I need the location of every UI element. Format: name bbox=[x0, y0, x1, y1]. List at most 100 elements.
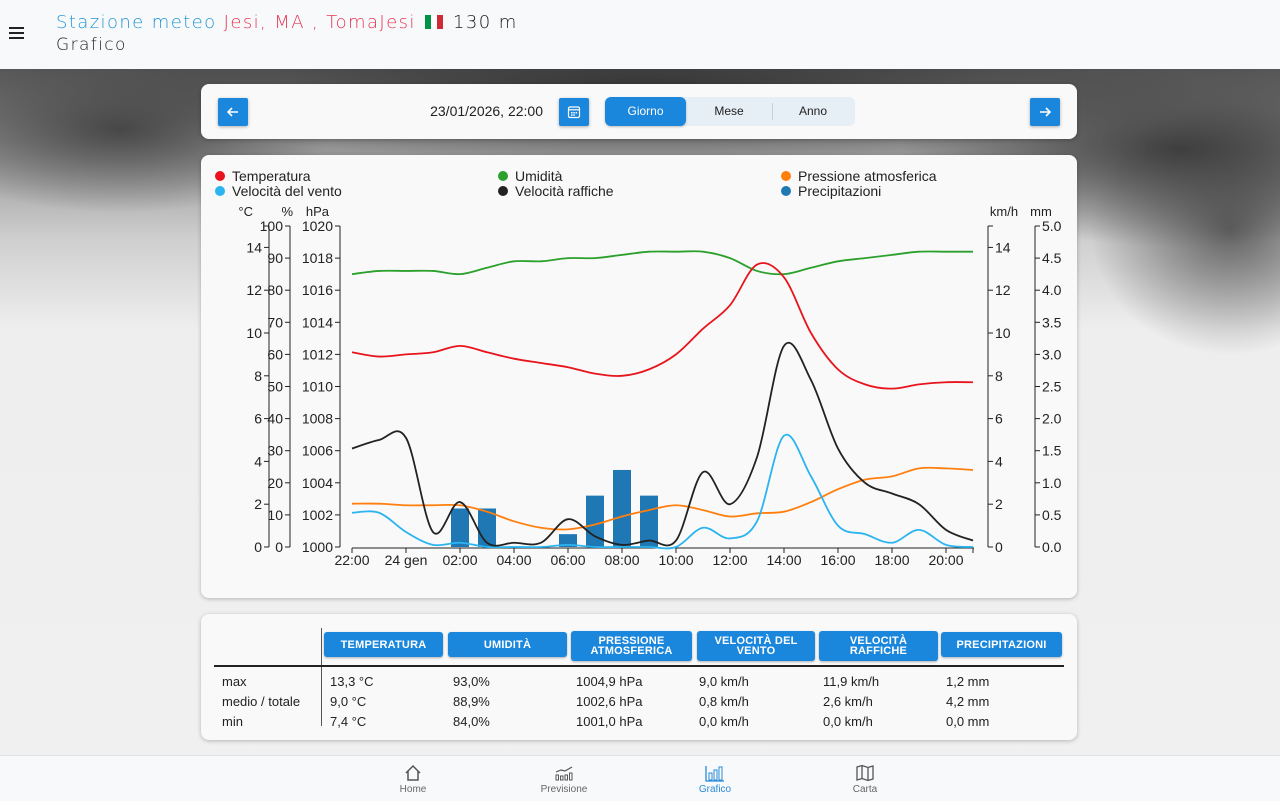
x-tick-label: 14:00 bbox=[766, 552, 801, 568]
legend-dot bbox=[215, 171, 225, 181]
nav-label: Previsione bbox=[540, 784, 588, 795]
precipitation-bar bbox=[559, 534, 577, 547]
legend-dot bbox=[498, 186, 508, 196]
row-label: medio / totale bbox=[222, 694, 301, 709]
calendar-button[interactable] bbox=[559, 98, 589, 126]
selected-date: 23/01/2026, 22:00 bbox=[430, 103, 543, 119]
temperature-tick-label: 0 bbox=[254, 539, 262, 555]
humidity-tick-label: 0 bbox=[275, 539, 283, 555]
page-title: Grafico bbox=[56, 35, 127, 55]
nav-map[interactable]: Carta bbox=[825, 764, 905, 795]
nav-home[interactable]: Home bbox=[373, 764, 453, 795]
column-header-humidity[interactable]: UMIDITÀ bbox=[448, 632, 567, 657]
column-header-wind-speed[interactable]: VELOCITÀ DEL VENTO bbox=[697, 631, 815, 661]
row-label: max bbox=[222, 674, 247, 689]
legend-dot bbox=[781, 171, 791, 181]
previous-period-button[interactable] bbox=[218, 98, 248, 126]
x-tick-label: 12:00 bbox=[712, 552, 747, 568]
x-tick-label: 10:00 bbox=[658, 552, 693, 568]
italy-flag-icon bbox=[424, 13, 444, 29]
legend-label: Pressione atmosferica bbox=[798, 168, 937, 184]
humidity-tick-label: 30 bbox=[267, 443, 283, 459]
gust-speed-line bbox=[351, 342, 974, 547]
legend-dot bbox=[215, 186, 225, 196]
humidity-line bbox=[351, 250, 973, 276]
x-tick-label: 24 gen bbox=[385, 552, 428, 568]
stat-value: 0,0 mm bbox=[946, 714, 990, 729]
humidity-tick-label: 90 bbox=[267, 250, 283, 266]
arrow-left-icon bbox=[226, 107, 238, 117]
pressure-tick-label: 1006 bbox=[302, 443, 333, 459]
header-separator bbox=[214, 665, 1064, 667]
wind-unit-label: km/h bbox=[990, 204, 1018, 219]
legend-temperature[interactable]: Temperatura bbox=[215, 168, 311, 184]
humidity-tick-label: 10 bbox=[267, 507, 283, 523]
temperature-tick-label: 4 bbox=[254, 453, 262, 469]
hamburger-menu-icon[interactable] bbox=[9, 27, 24, 39]
stat-value: 84,0% bbox=[453, 714, 490, 729]
stat-value: 1,2 mm bbox=[946, 674, 990, 689]
period-year-tab[interactable]: Anno bbox=[798, 104, 828, 118]
pressure-tick-label: 1004 bbox=[302, 475, 333, 491]
legend-label: Umidità bbox=[515, 168, 563, 184]
nav-label: Home bbox=[399, 784, 427, 795]
statistics-card: TEMPERATURA UMIDITÀ PRESSIONE ATMOSFERIC… bbox=[201, 614, 1077, 740]
precip-tick-label: 3.0 bbox=[1042, 346, 1062, 362]
humidity-tick-label: 70 bbox=[267, 314, 283, 330]
temperature-unit-label: °C bbox=[238, 204, 253, 219]
x-tick-label: 04:00 bbox=[496, 552, 531, 568]
precip-tick-label: 5.0 bbox=[1042, 218, 1062, 234]
humidity-tick-label: 20 bbox=[267, 475, 283, 491]
period-month-tab[interactable]: Mese bbox=[714, 104, 744, 118]
weather-chart: °C02468101214%0102030405060708090100hPa1… bbox=[238, 204, 1062, 568]
legend-label: Temperatura bbox=[232, 168, 311, 184]
station-location: Jesi, MA , TomaJesi bbox=[223, 12, 416, 33]
nav-chart[interactable]: Grafico bbox=[675, 764, 755, 795]
wind-tick-label: 14 bbox=[995, 239, 1011, 255]
calendar-icon bbox=[567, 106, 581, 119]
x-tick-label: 08:00 bbox=[604, 552, 639, 568]
precip-tick-label: 0.5 bbox=[1042, 507, 1062, 523]
stat-value: 88,9% bbox=[453, 694, 490, 709]
station-prefix: Stazione meteo bbox=[56, 12, 217, 33]
x-tick-label: 20:00 bbox=[928, 552, 963, 568]
row-label: min bbox=[222, 714, 243, 729]
column-header-pressure[interactable]: PRESSIONE ATMOSFERICA bbox=[571, 631, 692, 661]
x-tick-label: 22:00 bbox=[334, 552, 369, 568]
temperature-tick-label: 14 bbox=[246, 239, 262, 255]
legend-label: Velocità del vento bbox=[232, 183, 342, 199]
wind-tick-label: 6 bbox=[995, 411, 1003, 427]
legend-pressure[interactable]: Pressione atmosferica bbox=[781, 168, 937, 184]
bar-chart-icon bbox=[705, 766, 724, 782]
stat-value: 0,8 km/h bbox=[699, 694, 749, 709]
pressure-tick-label: 1000 bbox=[302, 539, 333, 555]
arrow-right-icon bbox=[1040, 107, 1052, 117]
pressure-tick-label: 1010 bbox=[302, 379, 333, 395]
legend-wind-speed[interactable]: Velocità del vento bbox=[215, 183, 342, 199]
humidity-tick-label: 100 bbox=[260, 218, 284, 234]
x-tick-label: 16:00 bbox=[820, 552, 855, 568]
stat-value: 4,2 mm bbox=[946, 694, 990, 709]
forecast-chart-icon bbox=[555, 766, 573, 781]
date-navigator: 23/01/2026, 22:00 Giorno Mese Anno bbox=[201, 84, 1077, 139]
temperature-tick-label: 6 bbox=[254, 411, 262, 427]
segment-divider bbox=[772, 103, 773, 120]
column-header-precipitation[interactable]: PRECIPITAZIONI bbox=[941, 632, 1062, 657]
legend-gust-speed[interactable]: Velocità raffiche bbox=[498, 183, 614, 199]
wind-tick-label: 10 bbox=[995, 325, 1011, 341]
pressure-tick-label: 1012 bbox=[302, 346, 333, 362]
pressure-unit-label: hPa bbox=[306, 204, 330, 219]
legend-humidity[interactable]: Umidità bbox=[498, 168, 562, 184]
next-period-button[interactable] bbox=[1030, 98, 1060, 126]
nav-label: Grafico bbox=[698, 784, 732, 795]
period-day-tab[interactable]: Giorno bbox=[605, 97, 686, 126]
stat-value: 9,0 °C bbox=[330, 694, 367, 709]
precip-tick-label: 0.0 bbox=[1042, 539, 1062, 555]
stat-value: 13,3 °C bbox=[330, 674, 374, 689]
pressure-tick-label: 1018 bbox=[302, 250, 333, 266]
precip-tick-label: 1.5 bbox=[1042, 443, 1062, 459]
nav-forecast[interactable]: Previsione bbox=[524, 764, 604, 795]
column-header-gust-speed[interactable]: VELOCITÀ RAFFICHE bbox=[819, 631, 938, 661]
column-header-temperature[interactable]: TEMPERATURA bbox=[324, 632, 443, 657]
legend-precipitation[interactable]: Precipitazioni bbox=[781, 183, 881, 199]
